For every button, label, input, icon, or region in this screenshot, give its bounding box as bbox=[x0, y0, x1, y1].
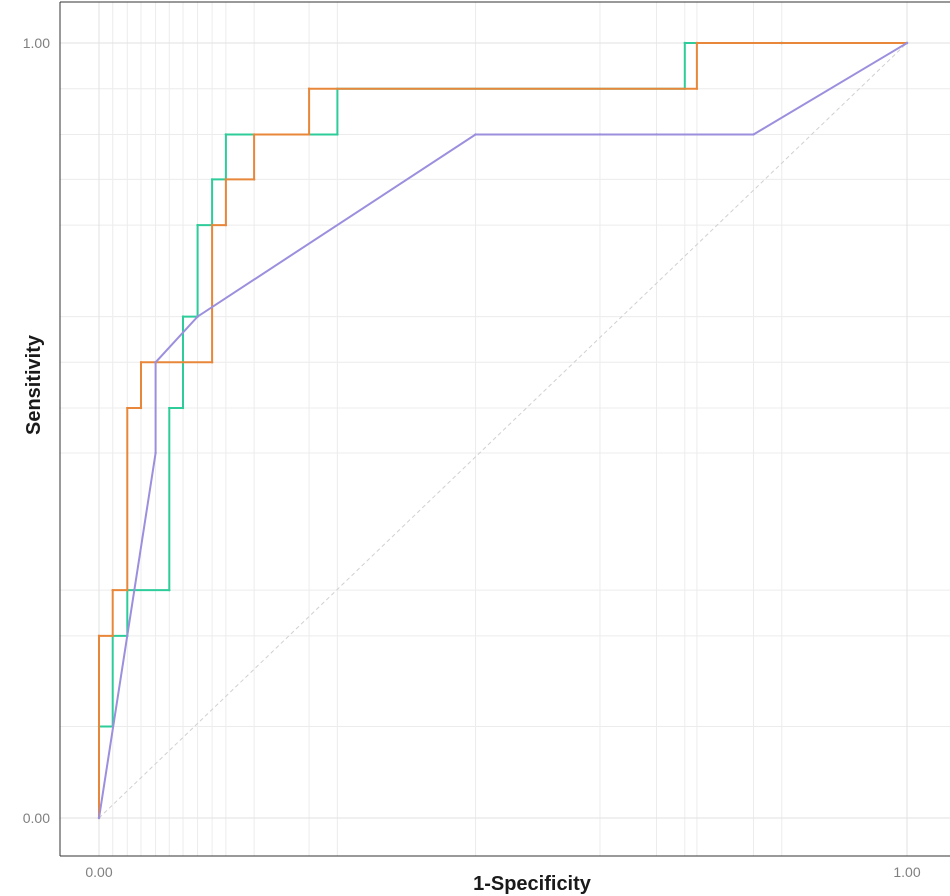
roc-point-orange bbox=[252, 178, 256, 181]
y-tick-label-max: 1.00 bbox=[23, 35, 50, 51]
roc-point-purple bbox=[154, 361, 157, 364]
roc-point-orange bbox=[695, 41, 699, 45]
roc-point-green bbox=[196, 223, 199, 227]
roc-point-orange bbox=[139, 406, 143, 410]
y-tick-label-min: 0.00 bbox=[23, 810, 50, 826]
x-tick-label-max: 1.00 bbox=[893, 864, 920, 880]
roc-point-green bbox=[168, 588, 171, 592]
roc-point-green bbox=[336, 133, 339, 136]
grid-minor bbox=[60, 2, 950, 856]
roc-point-orange bbox=[307, 87, 311, 90]
y-axis-title: Sensitivity bbox=[23, 334, 45, 435]
roc-point-purple bbox=[97, 816, 101, 820]
roc-point-orange bbox=[307, 133, 311, 136]
roc-point-orange bbox=[126, 588, 129, 592]
roc-point-purple bbox=[154, 451, 157, 455]
roc-point-orange bbox=[210, 223, 214, 227]
series-layer bbox=[97, 41, 909, 820]
roc-point-green bbox=[181, 315, 185, 318]
roc-point-orange bbox=[695, 87, 699, 90]
roc-point-green bbox=[224, 133, 228, 136]
reference-diagonal-line bbox=[98, 42, 908, 819]
roc-point-purple bbox=[474, 133, 477, 136]
roc-point-orange bbox=[126, 406, 129, 410]
roc-point-orange bbox=[224, 178, 228, 181]
roc-point-purple bbox=[905, 41, 909, 45]
roc-point-orange bbox=[252, 133, 256, 136]
roc-point-green bbox=[210, 178, 214, 181]
roc-point-purple bbox=[655, 133, 658, 136]
roc-point-purple bbox=[752, 133, 755, 136]
roc-point-purple bbox=[196, 315, 199, 318]
roc-point-orange bbox=[111, 634, 114, 638]
x-axis-title: 1-Specificity bbox=[473, 873, 592, 895]
roc-point-orange bbox=[210, 361, 214, 364]
roc-point-orange bbox=[139, 361, 143, 364]
roc-point-orange bbox=[111, 588, 114, 592]
roc-point-green bbox=[181, 406, 185, 410]
roc-point-orange bbox=[97, 634, 101, 638]
roc-point-green bbox=[683, 41, 686, 45]
roc-point-orange bbox=[224, 223, 228, 227]
roc-point-green bbox=[168, 406, 171, 410]
x-tick-label-min: 0.00 bbox=[85, 864, 112, 880]
roc-curve-orange bbox=[98, 42, 907, 818]
roc-point-purple bbox=[598, 133, 602, 136]
